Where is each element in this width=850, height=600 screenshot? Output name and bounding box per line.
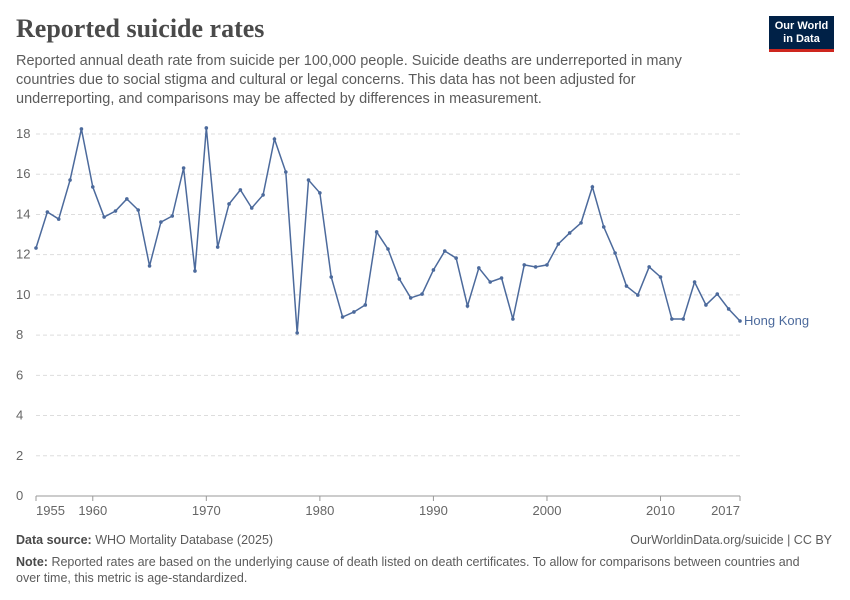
point <box>499 276 504 280</box>
point <box>56 217 61 221</box>
point <box>465 304 470 308</box>
point <box>522 263 527 267</box>
logo[interactable]: Our World in Data <box>769 16 834 52</box>
point <box>442 249 447 253</box>
x-tick-label: 1955 <box>36 503 65 518</box>
point <box>488 280 492 284</box>
point <box>726 307 731 311</box>
note-label: Note: <box>16 555 48 569</box>
x-tick-label: 1970 <box>192 503 221 518</box>
point <box>579 221 583 225</box>
point <box>125 197 129 201</box>
point <box>386 247 390 251</box>
point <box>181 166 186 170</box>
x-tick-label: 1960 <box>78 503 107 518</box>
y-tick-label: 2 <box>16 448 23 463</box>
point <box>374 230 379 234</box>
point <box>624 284 629 288</box>
point <box>79 127 84 131</box>
point <box>670 317 674 321</box>
source: Data source: WHO Mortality Database (202… <box>16 533 273 547</box>
x-tick-label: 2000 <box>533 503 562 518</box>
point <box>113 209 118 213</box>
point <box>329 275 334 279</box>
point <box>102 215 106 219</box>
x-tick-label: 2017 <box>711 503 740 518</box>
point <box>159 220 163 224</box>
point <box>45 210 50 214</box>
url[interactable]: OurWorldinData.org/suicide | CC BY <box>630 533 832 547</box>
point <box>261 193 265 197</box>
y-tick-label: 6 <box>16 367 23 382</box>
point <box>397 277 402 281</box>
y-tick-label: 14 <box>16 206 30 221</box>
point <box>590 185 595 189</box>
point <box>601 225 606 229</box>
point <box>306 178 311 182</box>
x-tick-label: 1990 <box>419 503 448 518</box>
x-tick-label: 2010 <box>646 503 675 518</box>
point <box>215 245 220 249</box>
point <box>738 319 742 323</box>
point <box>692 280 697 284</box>
subtitle: Reported annual death rate from suicide … <box>16 53 682 107</box>
point <box>454 256 458 260</box>
point <box>681 317 686 321</box>
point <box>340 315 345 319</box>
point <box>567 231 572 235</box>
point <box>658 275 663 279</box>
logo-text: in Data <box>783 32 820 45</box>
y-tick-label: 10 <box>16 287 30 302</box>
y-tick-label: 12 <box>16 247 30 262</box>
point <box>420 292 424 296</box>
point <box>511 317 515 321</box>
point <box>272 137 277 141</box>
point <box>238 188 243 192</box>
y-tick-label: 18 <box>16 126 30 141</box>
y-tick-label: 4 <box>16 408 23 423</box>
point <box>136 208 140 212</box>
y-tick-label: 16 <box>16 166 30 181</box>
point <box>715 292 720 296</box>
point <box>295 331 299 335</box>
logo-text: Our World <box>774 20 829 32</box>
point <box>556 242 561 246</box>
point <box>408 296 413 300</box>
line <box>35 127 741 333</box>
y-tick-label: 0 <box>16 488 23 503</box>
x-tick-label: 1980 <box>305 503 334 518</box>
source-text: WHO Mortality Database (2025) <box>95 533 274 547</box>
point <box>477 266 481 270</box>
point <box>533 265 538 269</box>
point <box>363 303 368 307</box>
y-tick-label: 8 <box>16 327 23 342</box>
note-text: Reported rates are based on the underlyi… <box>16 555 800 585</box>
series-label: Hong Kong <box>744 313 809 328</box>
point <box>318 191 322 195</box>
point <box>34 246 38 250</box>
point <box>636 293 640 297</box>
point <box>704 303 708 307</box>
point <box>147 264 152 268</box>
point <box>170 214 175 218</box>
point <box>193 269 197 273</box>
point <box>545 263 549 267</box>
source-label: Data source: <box>16 533 92 547</box>
point <box>647 265 651 269</box>
point <box>613 251 617 255</box>
point <box>284 170 288 174</box>
note: Note: Reported rates are based on the un… <box>16 554 816 586</box>
point <box>204 126 209 130</box>
point <box>68 178 72 182</box>
point <box>249 206 254 210</box>
point <box>431 268 436 272</box>
title: Reported suicide rates <box>16 14 265 43</box>
point <box>90 185 95 189</box>
chart: 0 2 4 6 8 10 12 14 16 18 1955 1960 1970 1980 1990 2000 2… <box>16 126 809 518</box>
point <box>352 310 356 314</box>
point <box>227 202 231 206</box>
